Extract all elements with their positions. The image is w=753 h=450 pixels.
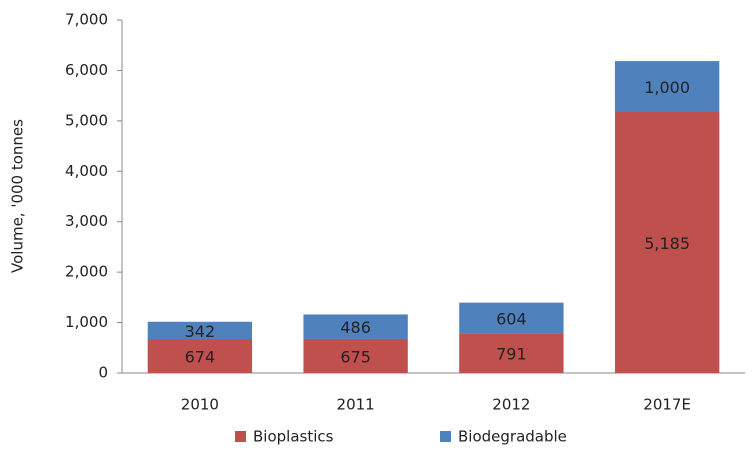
x-tick-label: 2010 <box>181 396 219 414</box>
data-label: 604 <box>496 309 527 328</box>
y-tick-label: 1,000 <box>65 313 108 331</box>
y-axis-label: Volume, '000 tonnes <box>9 119 27 273</box>
data-label: 342 <box>185 322 216 341</box>
bar-segment <box>614 61 720 112</box>
x-tick-label: 2011 <box>337 396 375 414</box>
data-label: 675 <box>340 347 371 366</box>
data-label: 5,185 <box>644 234 690 253</box>
bar-segment <box>459 333 564 373</box>
x-tick-label: 2012 <box>492 396 530 414</box>
y-tick-label: 2,000 <box>65 263 108 281</box>
bar-segment <box>614 111 720 373</box>
data-label: 1,000 <box>644 78 690 97</box>
y-tick-label: 6,000 <box>65 61 108 79</box>
legend-swatch <box>235 431 246 442</box>
data-label: 791 <box>496 345 527 364</box>
y-tick-label: 0 <box>98 364 108 382</box>
x-tick-label: 2017E <box>643 396 691 414</box>
y-tick-label: 7,000 <box>65 11 108 29</box>
y-tick-label: 4,000 <box>65 162 108 180</box>
bar-segment <box>303 338 408 373</box>
legend-label: Biodegradable <box>458 428 567 446</box>
data-label: 674 <box>185 348 216 367</box>
y-tick-label: 5,000 <box>65 111 108 129</box>
data-label: 486 <box>340 318 371 337</box>
bar-segment <box>147 321 253 340</box>
legend-label: Bioplastics <box>253 428 334 446</box>
bar-segment <box>147 339 253 373</box>
bar-segment <box>303 314 408 339</box>
y-tick-label: 3,000 <box>65 212 108 230</box>
legend-swatch <box>440 431 451 442</box>
bar-segment <box>459 302 564 334</box>
